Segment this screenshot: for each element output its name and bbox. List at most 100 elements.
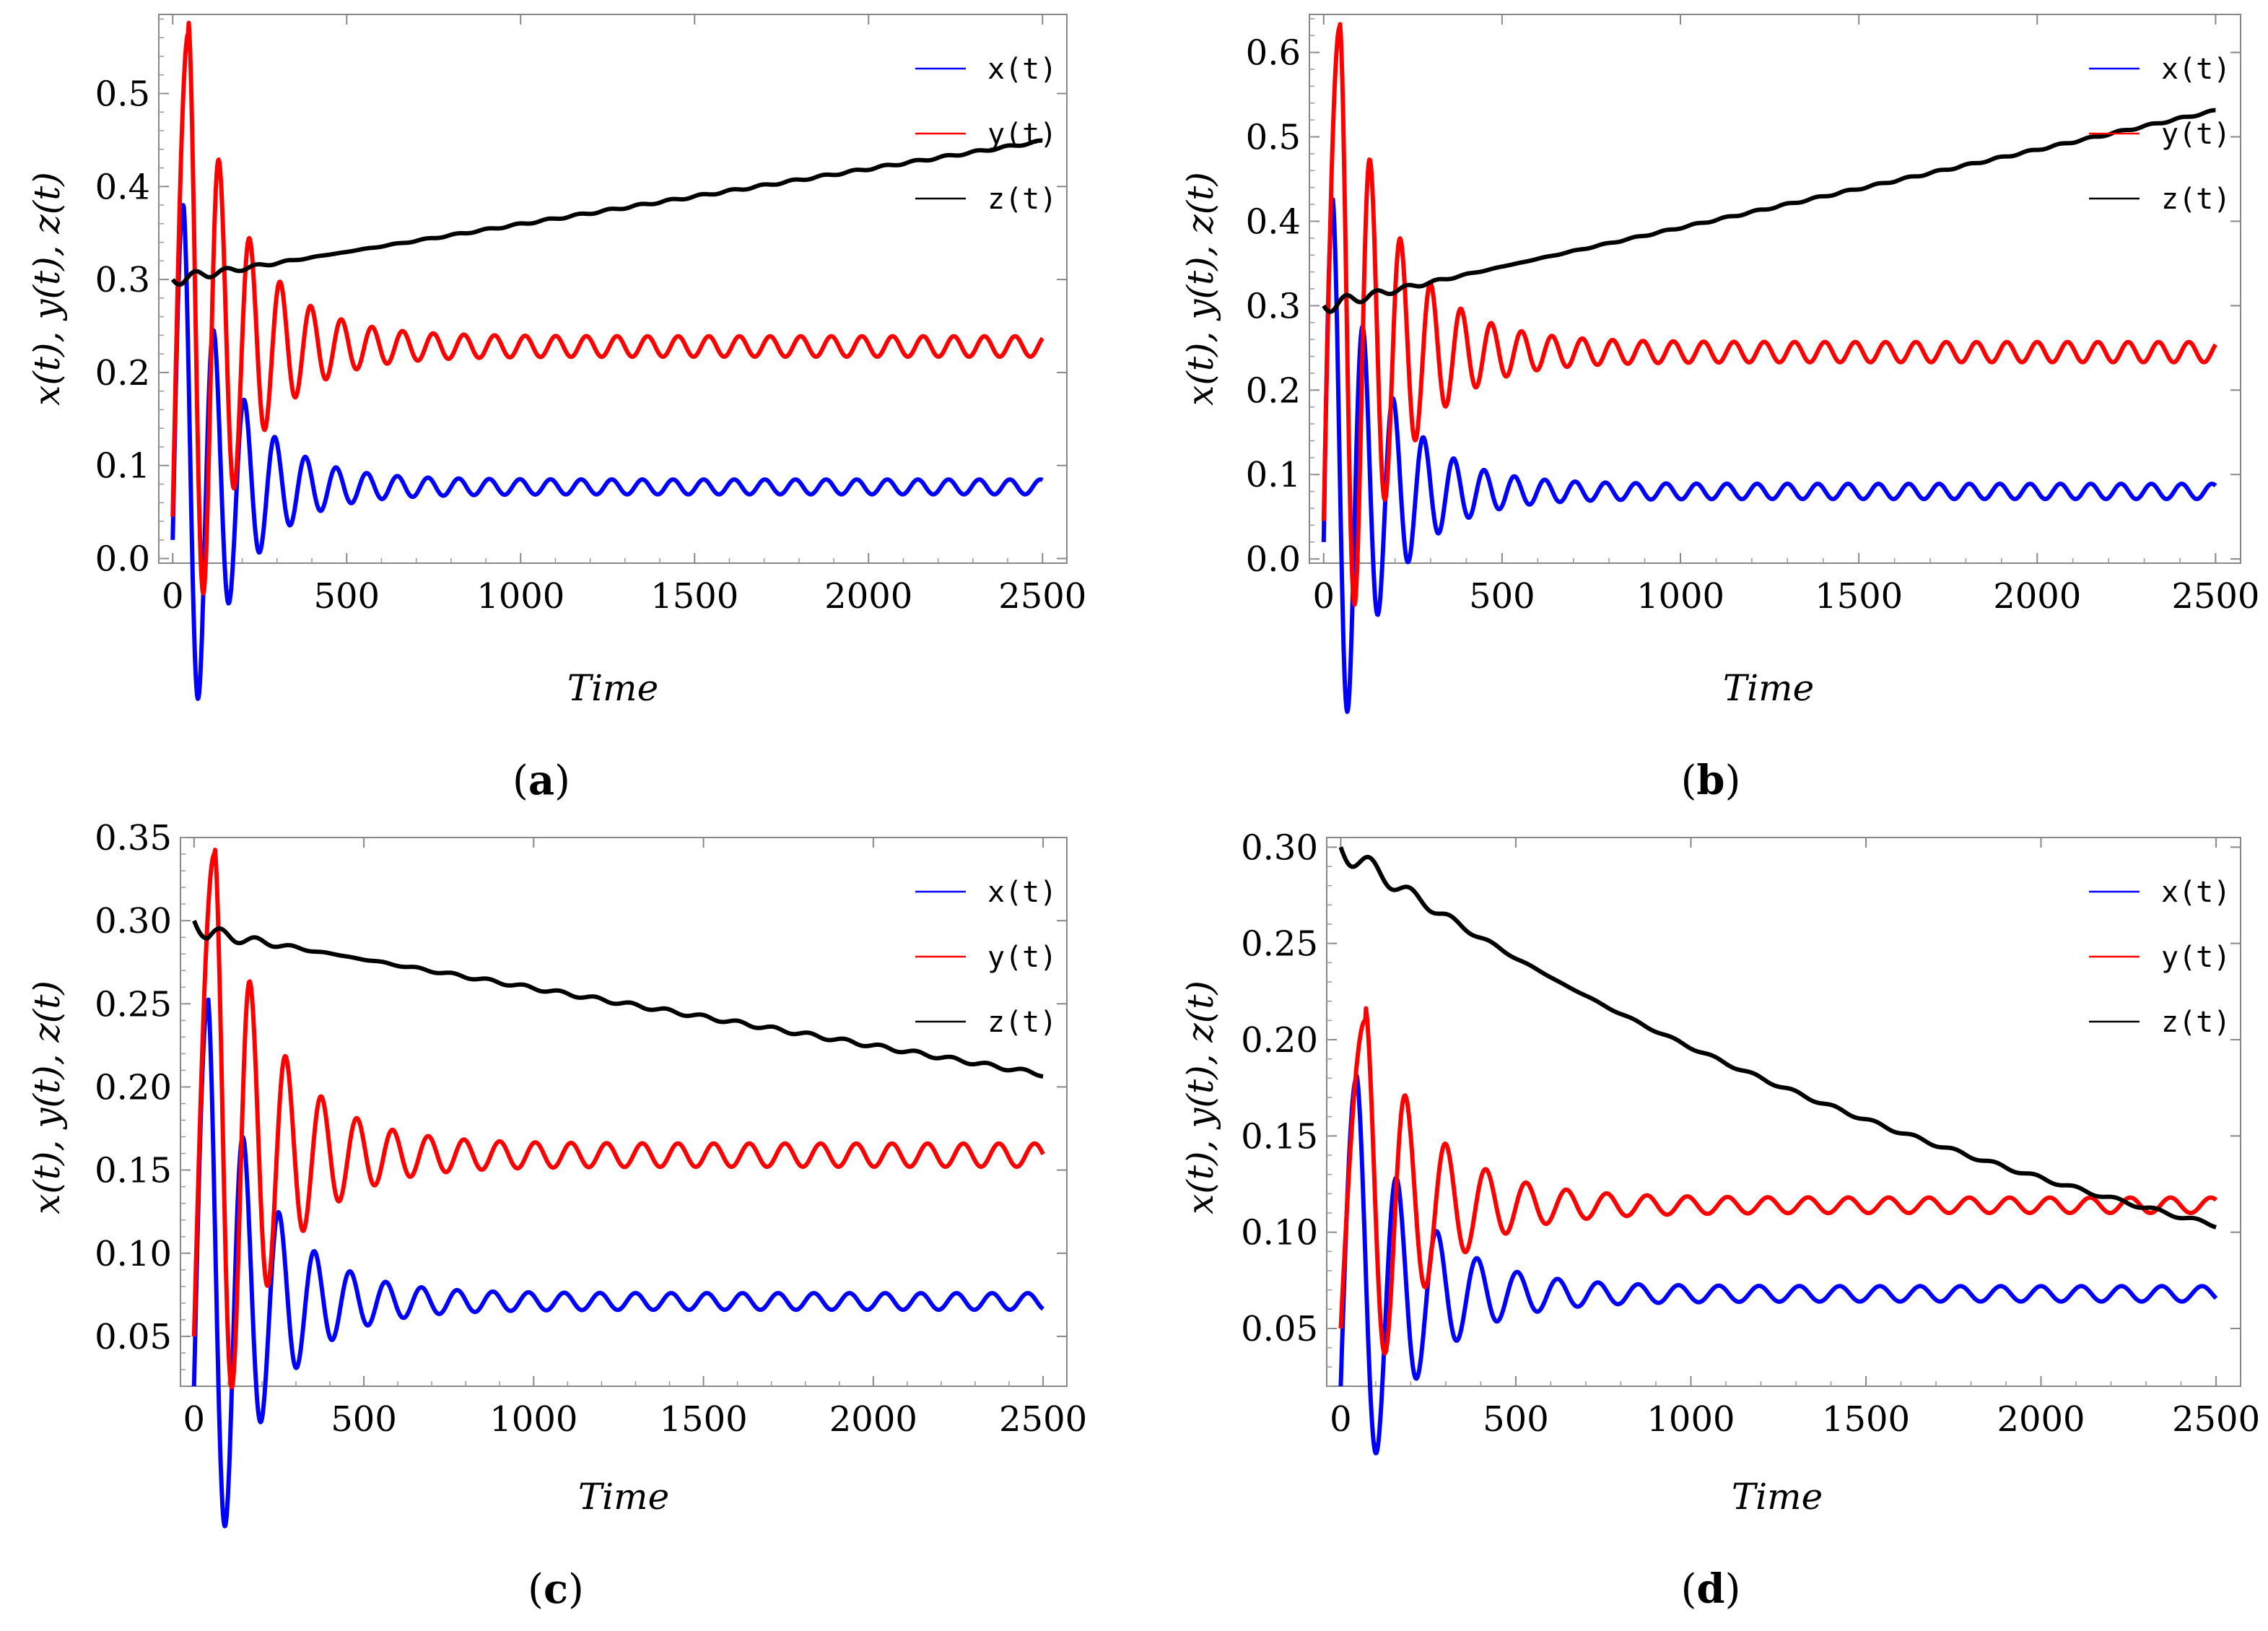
series-line-zt [1338,846,2218,1230]
x-axis-label: Time [1723,667,1814,709]
y-tick-label: 0.10 [1241,1213,1318,1253]
y-tick-label: 0.10 [95,1234,172,1274]
legend-label: z(t) [2161,1006,2230,1039]
y-tick-label: 0.5 [95,74,150,114]
legend-label: x(t) [987,876,1057,909]
y-axis-label: x(t), y(t), z(t) [1179,980,1221,1214]
series-line-yt [1321,22,2217,607]
x-ticks: 0 500 1000 1500 2000 2500 [183,838,1087,1440]
legend: x(t) y(t) z(t) [2089,876,2230,1039]
panel-c: 0 500 1000 1500 2000 2500 0.05 0.10 0.15 0.20 0.2… [26,818,1087,1613]
x-tick-label: 1000 [489,1399,577,1440]
series-line-yt [1338,1006,2218,1356]
x-tick-label: 2000 [1993,576,2081,617]
panel-b: 0 500 1000 1500 2000 2500 0.00.10.20.30.40.50… [1179,14,2259,804]
series-line-xt [191,997,1045,1528]
y-tick-label: 0.25 [1241,924,1318,965]
y-tick-label: 0.3 [1246,286,1301,326]
series-lines [1321,22,2217,714]
x-tick-label: 1500 [1822,1399,1910,1440]
x-tick-label: 1500 [659,1399,747,1440]
x-tick-label: 0 [183,1399,206,1440]
y-tick-label: 0.5 [1246,118,1301,158]
x-tick-label: 1500 [1815,576,1903,617]
x-tick-label: 1000 [476,576,564,617]
legend: x(t) y(t) z(t) [915,876,1057,1039]
y-tick-label: 0.30 [1241,827,1318,868]
y-tick-label: 0.15 [95,1151,172,1191]
x-ticks: 0 500 1000 1500 2000 2500 [1330,838,2260,1440]
series-line-xt [1321,197,2217,714]
panel-caption: (c) [528,1565,584,1613]
series-lines [170,20,1044,701]
x-axis-label: Time [578,1476,669,1518]
x-tick-label: 1000 [1647,1399,1735,1440]
y-tick-label: 0.30 [95,901,172,941]
x-axis-label: Time [1732,1476,1823,1518]
x-tick-label: 1000 [1636,576,1724,617]
series-line-zt [192,919,1045,1079]
legend-label: x(t) [2161,876,2230,909]
y-ticks: 0.0 0.1 0.2 0.3 0.4 0.5 0.6 [1246,18,2241,580]
plot-frame [180,837,1068,1387]
y-tick-label: 0.20 [1241,1020,1318,1061]
plot-frame [158,14,1068,564]
series-lines [191,848,1045,1528]
y-tick-label: 0.1 [1246,455,1301,495]
legend-label: y(t) [987,118,1057,151]
legend-label: y(t) [2161,941,2230,974]
legend-label: x(t) [2161,53,2230,86]
legend-label: z(t) [987,183,1057,216]
y-axis-label: x(t), y(t), z(t) [26,172,68,406]
x-tick-label: 1500 [650,576,738,617]
series-line-xt [170,203,1044,701]
y-tick-label: 0.4 [95,167,150,207]
x-ticks: 0 500 1000 1500 2000 2500 [1312,14,2259,617]
series-line-xt [1338,1074,2218,1456]
x-tick-label: 0 [1330,1399,1352,1440]
y-tick-label: 0.20 [95,1067,172,1108]
x-tick-label: 2000 [824,576,912,617]
legend: x(t) y(t) z(t) [2089,53,2230,216]
legend-label: x(t) [987,53,1057,86]
panel-caption: (b) [1681,757,1741,804]
y-tick-label: 0.0 [1246,539,1301,580]
y-tick-label: 0.15 [1241,1116,1318,1157]
legend-label: y(t) [2161,118,2230,151]
legend-label: z(t) [2161,183,2230,216]
y-tick-label: 0.6 [1246,33,1301,74]
y-tick-label: 0.35 [95,818,172,858]
y-tick-label: 0.25 [95,984,172,1025]
x-tick-label: 500 [1469,576,1535,617]
y-tick-label: 0.05 [95,1317,172,1357]
series-line-yt [170,20,1044,596]
x-tick-label: 500 [313,576,380,617]
panel-caption-letter: d [1696,1565,1724,1613]
y-tick-label: 0.4 [1246,201,1301,242]
x-tick-label: 2500 [999,1399,1087,1440]
x-tick-label: 500 [331,1399,397,1440]
x-tick-label: 0 [162,576,184,617]
x-axis-label: Time [567,667,658,709]
legend: x(t) y(t) z(t) [915,53,1057,216]
x-tick-label: 2000 [829,1399,917,1440]
series-line-yt [191,848,1045,1390]
legend-label: y(t) [987,941,1057,974]
panel-d: 0 500 1000 1500 2000 2500 0.05 0.10 0.15 0.20 0.2… [1179,827,2260,1613]
y-tick-label: 0.1 [95,446,150,487]
y-tick-label: 0.2 [1246,370,1301,411]
panel-caption-letter: a [528,757,554,804]
y-axis-label: x(t), y(t), z(t) [1179,172,1221,406]
x-tick-label: 2500 [998,576,1086,617]
x-tick-label: 2500 [2172,1399,2260,1440]
series-lines [1338,846,2218,1456]
series-line-zt [170,138,1044,287]
y-axis-label: x(t), y(t), z(t) [26,980,68,1214]
y-tick-label: 0.3 [95,260,150,300]
panel-caption-letter: b [1696,757,1724,804]
y-ticks: 0.05 0.10 0.15 0.20 0.25 0.30 [1241,827,2241,1387]
panel-caption-letter: c [544,1565,568,1613]
x-ticks: 0 500 1000 1500 2000 2500 [162,14,1086,617]
